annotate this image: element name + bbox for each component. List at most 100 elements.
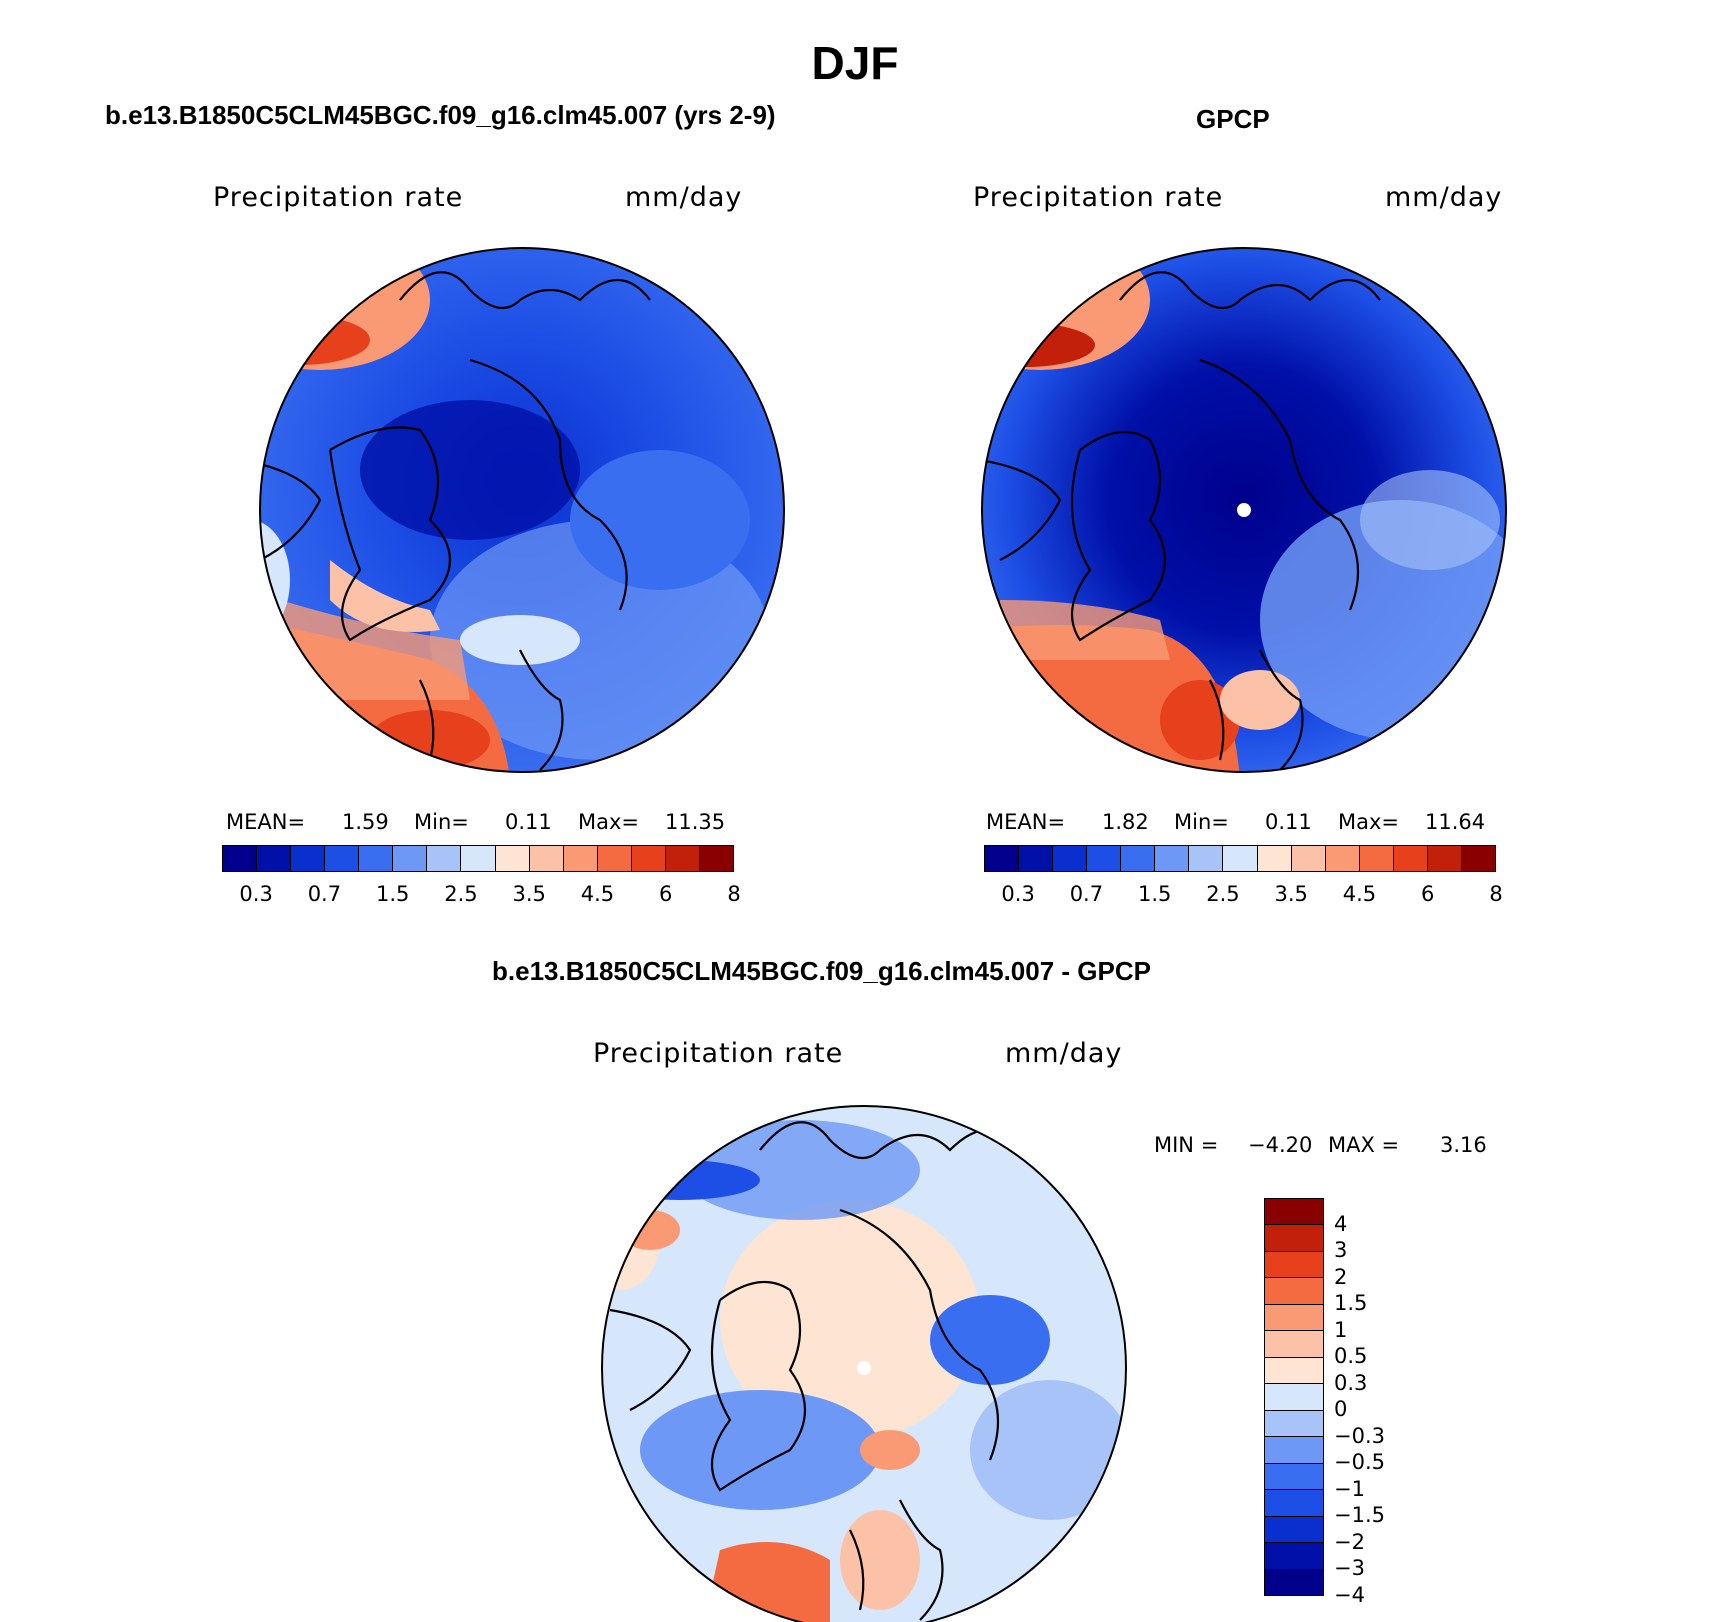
colorbar-swatch [1265,1384,1323,1411]
colorbar-tick-label: 1.5 [375,882,410,906]
panel-title-model: b.e13.B1850C5CLM45BGC.f09_g16.clm45.007 … [105,100,776,130]
colorbar-swatch [393,846,428,871]
colorbar-diff [1264,1198,1324,1596]
colorbar-swatch [1265,1437,1323,1464]
colorbar-tick-label: 0.5 [1334,1344,1368,1369]
variable-label-model: Precipitation rate [213,182,464,213]
min-value: 0.11 [505,810,552,834]
colorbar-tick-label: 2 [1334,1264,1348,1289]
colorbar-swatch [325,846,360,871]
colorbar-swatch [1121,846,1156,871]
colorbar-swatch [631,846,666,871]
coastlines-model [260,271,651,771]
units-label-diff: mm/day [1005,1038,1123,1069]
colorbar-swatch [427,846,462,871]
colorbar-tick-label: 6 [659,882,673,906]
colorbar-swatch [1461,846,1495,871]
colorbar-swatch [699,846,733,871]
colorbar-tick-label: 4 [1334,1211,1348,1236]
colorbar-swatch [1223,846,1258,871]
colorbar-swatch [257,846,292,871]
colorbar-swatch [1265,1569,1323,1596]
colorbar-tick-label: 6 [1421,882,1435,906]
colorbar-swatch [495,846,530,871]
max-value: 3.16 [1440,1133,1487,1157]
colorbar-tick-label: −0.3 [1334,1423,1385,1448]
max-value: 11.64 [1425,810,1486,834]
colorbar-tick-label: 0.7 [1069,882,1104,906]
colorbar-swatch [223,846,258,871]
coastlines-diff [609,1121,1021,1621]
colorbar-tick-label: 0.3 [1001,882,1035,906]
colorbar-swatch [1019,846,1054,871]
mean-value: 1.59 [342,810,389,834]
colorbar-swatch [1155,846,1190,871]
colorbar-swatch [1265,1410,1323,1438]
colorbar-tick-label: 4.5 [580,882,615,906]
colorbar-swatch [461,846,496,871]
colorbar-tick-label: −2 [1334,1529,1365,1554]
colorbar-tick-label: −4 [1334,1583,1365,1607]
colorbar-tick-label: −0.5 [1334,1450,1385,1475]
colorbar-swatch [1265,1490,1323,1517]
min-label: Min= [1174,810,1229,834]
min-label: MIN = [1154,1133,1219,1157]
colorbar-swatch [529,846,564,871]
min-value: 0.11 [1265,810,1312,834]
coastlines-obs [982,271,1381,771]
colorbar-swatch [1189,846,1224,871]
colorbar-swatch [563,846,598,871]
colorbar-swatch [1087,846,1122,871]
colorbar-swatch [1265,1251,1323,1279]
mean-label: MEAN= [226,810,306,834]
max-label: Max= [1338,810,1400,834]
colorbar-tick-label: 0.3 [1334,1370,1368,1395]
page-title: DJF [811,37,899,89]
map-diff [602,1106,1126,1622]
min-value: −4.20 [1248,1133,1313,1157]
colorbar-tick-label: 0.7 [307,882,342,906]
colorbar-tick-label: 2.5 [444,882,478,906]
mean-label: MEAN= [986,810,1066,834]
max-label: Max= [578,810,640,834]
colorbar-tick-label: 4.5 [1342,882,1377,906]
colorbar-swatch [1265,1225,1323,1252]
colorbar-tick-label: 3 [1334,1238,1348,1263]
colorbar-tick-label: 8 [1489,882,1503,906]
colorbar-tick-label: −3 [1334,1556,1365,1581]
mean-value: 1.82 [1102,810,1149,834]
colorbar-swatch [1257,846,1292,871]
colorbar-swatch [359,846,394,871]
colorbar-swatch [1053,846,1088,871]
colorbar-swatch [665,846,700,871]
colorbar-swatch [1265,1278,1323,1305]
panel-title-diff: b.e13.B1850C5CLM45BGC.f09_g16.clm45.007 … [492,956,1151,986]
colorbar-swatch [1359,846,1394,871]
colorbar-swatch [597,846,632,871]
colorbar-tick-label: 1 [1334,1317,1348,1342]
colorbar-swatch [1265,1199,1323,1226]
colorbar-tick-label: 1.5 [1137,882,1172,906]
units-label-model: mm/day [625,182,743,213]
colorbar-model [222,845,734,872]
variable-label-obs: Precipitation rate [973,182,1224,213]
colorbar-swatch [1291,846,1326,871]
colorbar-tick-label: 1.5 [1334,1291,1368,1316]
colorbar-swatch [1265,1357,1323,1385]
colorbar-tick-label: 2.5 [1206,882,1240,906]
min-label: Min= [414,810,469,834]
colorbar-swatch [1393,846,1428,871]
colorbar-swatch [1427,846,1462,871]
colorbar-swatch [1325,846,1360,871]
colorbar-obs [984,845,1496,872]
colorbar-tick-label: −1.5 [1334,1503,1385,1528]
colorbar-swatch [1265,1516,1323,1544]
units-label-obs: mm/day [1385,182,1503,213]
max-value: 11.35 [665,810,726,834]
colorbar-tick-label: 3.5 [1274,882,1308,906]
colorbar-tick-label: 0 [1334,1397,1348,1422]
colorbar-swatch [985,846,1020,871]
variable-label-diff: Precipitation rate [593,1038,844,1069]
max-label: MAX = [1328,1133,1400,1157]
